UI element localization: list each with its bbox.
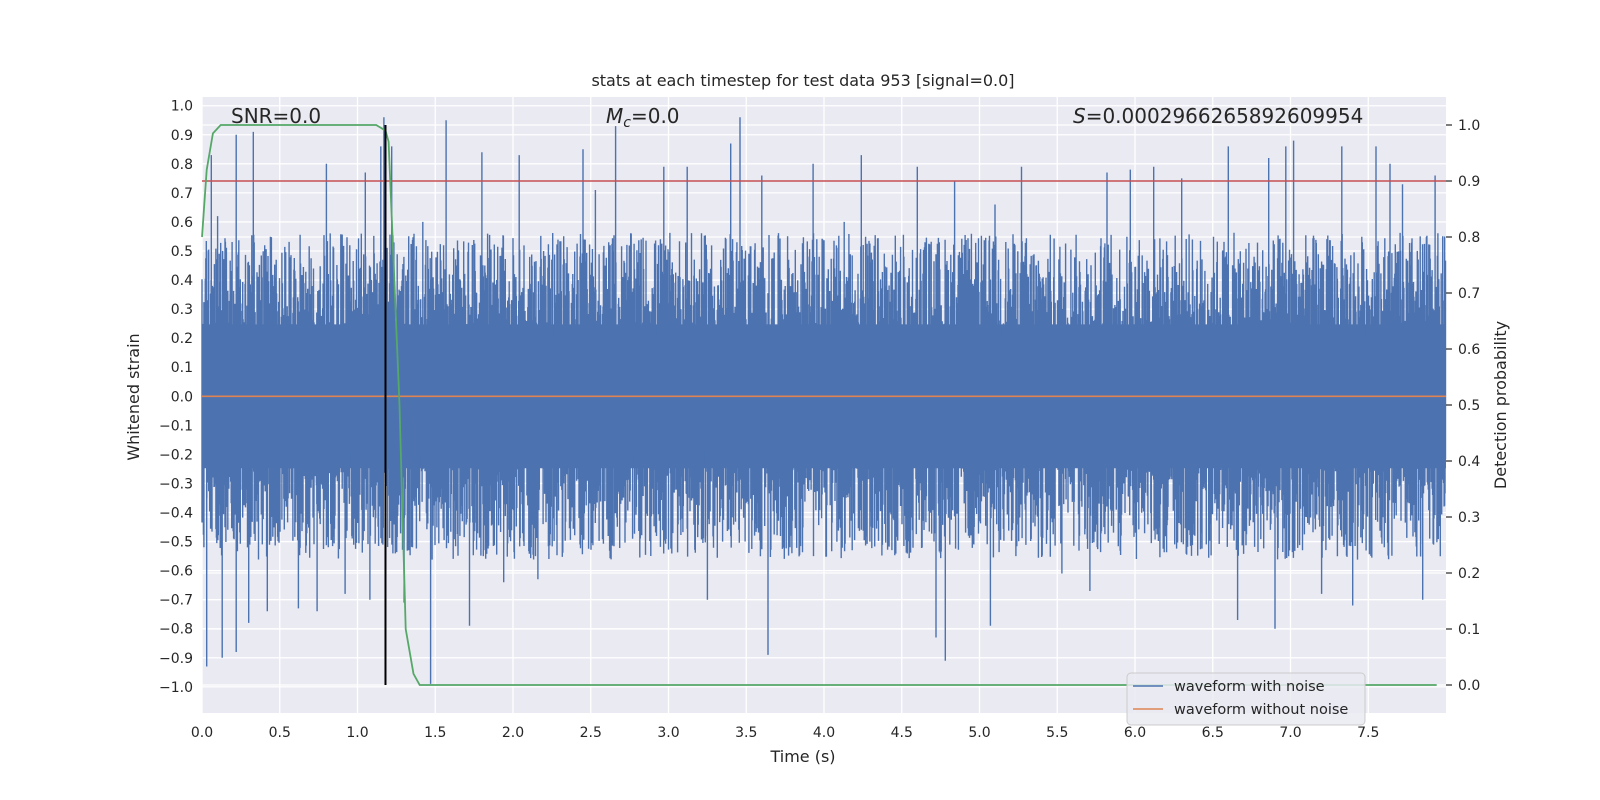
y-tick-label: 0.5 — [171, 244, 193, 260]
y2-tick-label: 0.0 — [1458, 678, 1480, 694]
y-tick-label: 0.3 — [171, 302, 193, 318]
y-tick-label: −0.9 — [159, 651, 193, 667]
x-tick-label: 1.5 — [424, 725, 446, 741]
y-axis-label: Whitened strain — [124, 333, 143, 460]
chirp-mass-symbol: M — [606, 104, 623, 128]
y-tick-label: −1.0 — [159, 680, 193, 696]
chirp-mass-subscript: c — [623, 115, 631, 131]
y-tick-label: −0.7 — [159, 593, 193, 609]
y2-tick-label: 0.1 — [1458, 622, 1480, 638]
y-tick-label: 0.9 — [171, 128, 193, 144]
x-tick-label: 5.0 — [968, 725, 990, 741]
legend: waveform with noise waveform without noi… — [1126, 672, 1366, 726]
s-annotation: S=0.0002966265892609954 — [1073, 104, 1363, 128]
y-tick-label: −0.4 — [159, 506, 193, 522]
y-tick-label: −0.8 — [159, 622, 193, 638]
x-tick-label: 3.0 — [657, 725, 679, 741]
x-tick-label: 6.5 — [1202, 725, 1224, 741]
x-tick-label: 0.0 — [191, 725, 213, 741]
detection-probability-line — [201, 124, 1437, 686]
y-tick-label: −0.5 — [159, 535, 193, 551]
x-tick-label: 4.0 — [813, 725, 835, 741]
legend-box — [1126, 672, 1366, 726]
y-tick-label: 0.4 — [171, 273, 193, 289]
s-value: =0.0002966265892609954 — [1086, 104, 1364, 128]
y2-axis-label: Detection probability — [1491, 321, 1510, 489]
x-tick-label: 0.5 — [269, 725, 291, 741]
y2-tick-label: 0.4 — [1458, 454, 1480, 470]
y2-tick-label: 0.2 — [1458, 566, 1480, 582]
chirp-mass-value: =0.0 — [631, 104, 680, 128]
legend-label-clean: waveform without noise — [1174, 702, 1348, 718]
chart-title: stats at each timestep for test data 953… — [591, 71, 1014, 90]
y-tick-label: 0.0 — [171, 389, 193, 405]
y-tick-label: −0.6 — [159, 564, 193, 580]
x-tick-label: 7.5 — [1357, 725, 1379, 741]
y-tick-label: −0.3 — [159, 476, 193, 492]
x-tick-label: 3.5 — [735, 725, 757, 741]
y2-tick-label: 0.5 — [1458, 398, 1480, 414]
y-tick-label: −0.2 — [159, 447, 193, 463]
y2-axis-ticks: 1.0 0.9 0.8 0.7 0.6 0.5 0.4 0.3 0.2 0.1 0.0 — [1446, 118, 1480, 694]
x-axis-ticks: 0.0 0.5 1.0 1.5 2.0 2.5 3.0 3.5 4.0 4.5 5.0 5.5 6.0 6… — [191, 725, 1380, 741]
y-axis-ticks: 1.0 0.9 0.8 0.7 0.6 0.5 0.4 0.3 0.2 0.1 0.0 −0.1 −0.… — [159, 99, 193, 696]
y-tick-label: 1.0 — [171, 99, 193, 115]
y2-tick-label: 0.6 — [1458, 342, 1480, 358]
y2-tick-label: 0.7 — [1458, 286, 1480, 302]
y2-tick-label: 0.9 — [1458, 174, 1480, 190]
y-tick-label: 0.6 — [171, 215, 193, 231]
y-tick-label: −0.1 — [159, 418, 193, 434]
chirp-mass-annotation: Mc=0.0 — [606, 104, 680, 131]
y-tick-label: 0.2 — [171, 331, 193, 347]
x-tick-label: 6.0 — [1124, 725, 1146, 741]
snr-annotation: SNR=0.0 — [231, 104, 321, 128]
x-tick-label: 2.0 — [502, 725, 524, 741]
y-tick-label: 0.7 — [171, 186, 193, 202]
x-tick-label: 4.5 — [891, 725, 913, 741]
y2-tick-label: 0.3 — [1458, 510, 1480, 526]
x-tick-label: 5.5 — [1046, 725, 1068, 741]
y2-tick-label: 1.0 — [1458, 118, 1480, 134]
y-tick-label: 0.8 — [171, 157, 193, 173]
x-tick-label: 7.0 — [1279, 725, 1301, 741]
y2-tick-label: 0.8 — [1458, 230, 1480, 246]
s-symbol: S — [1073, 104, 1086, 128]
x-tick-label: 2.5 — [580, 725, 602, 741]
legend-label-noise: waveform with noise — [1174, 679, 1325, 695]
y-tick-label: 0.1 — [171, 360, 193, 376]
x-tick-label: 1.0 — [346, 725, 368, 741]
x-axis-label: Time (s) — [769, 747, 835, 766]
